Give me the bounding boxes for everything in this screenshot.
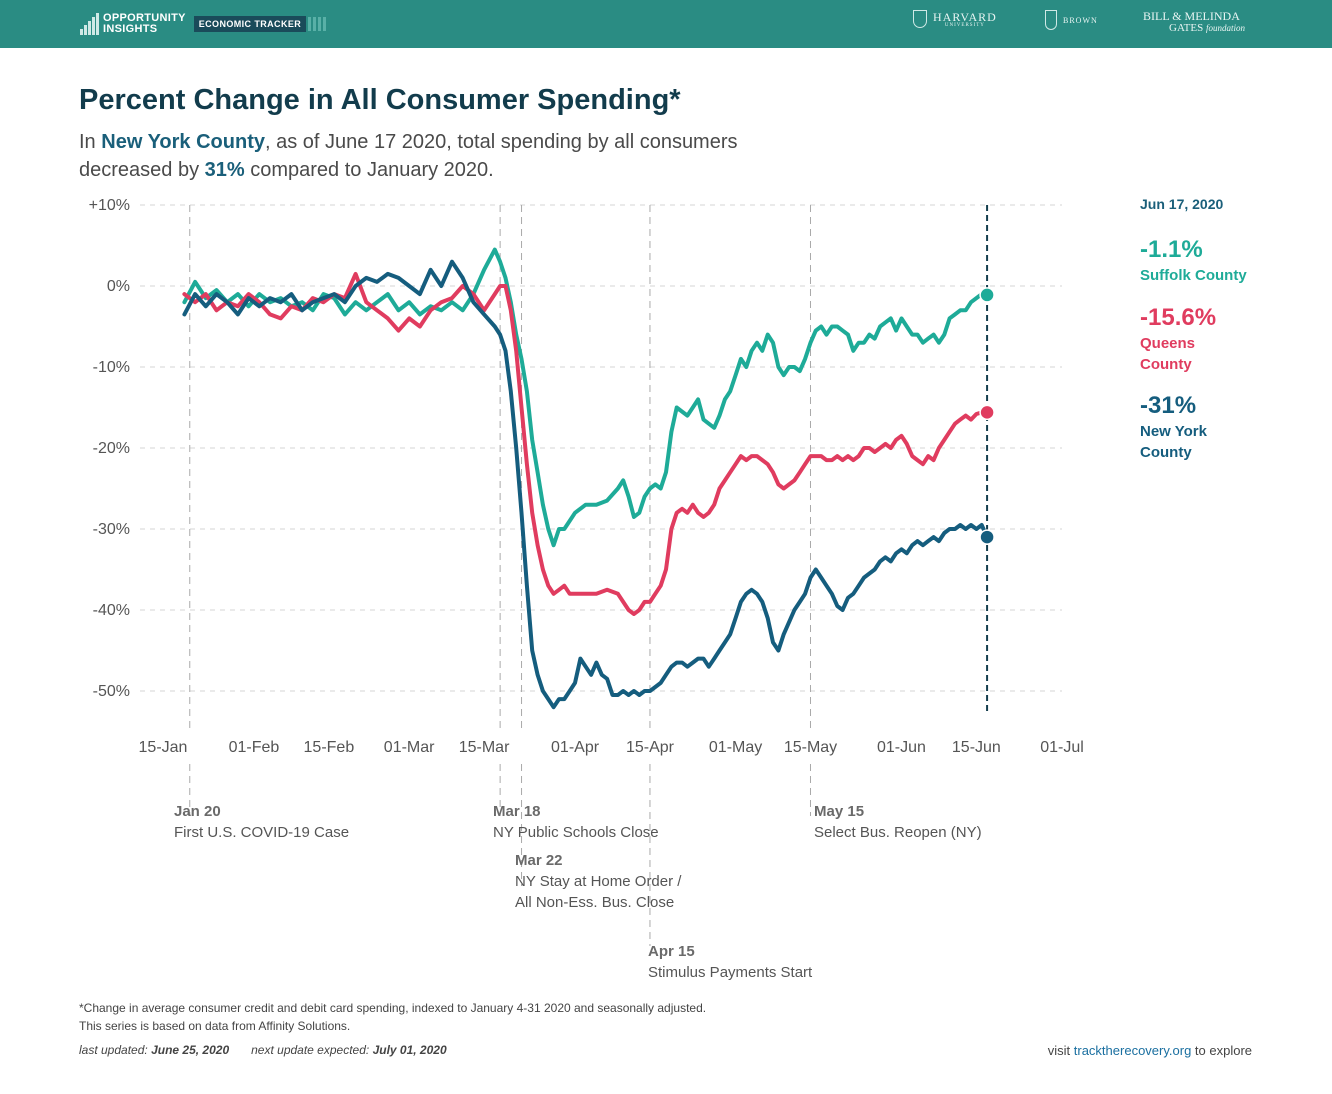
event-date: Apr 15 (648, 943, 695, 960)
x-tick-label: 01-Apr (551, 739, 600, 756)
series-end-dot-suffolk-county (979, 287, 995, 303)
y-tick-label: +10% (89, 197, 130, 214)
x-tick-label: 01-May (709, 739, 762, 756)
y-tick-label: -30% (93, 521, 130, 538)
brown-logo[interactable]: BROWN (1045, 10, 1098, 30)
event-label: Select Bus. Reopen (NY) (814, 824, 982, 841)
chart-title: Percent Change in All Consumer Spending* (79, 84, 681, 116)
x-tick-label: 01-Jul (1040, 739, 1084, 756)
subtitle-part-3: compared to January 2020. (244, 159, 494, 181)
x-tick-label: 01-Mar (384, 739, 435, 756)
event-annotation-may15: May 15 Select Bus. Reopen (NY) (814, 801, 982, 843)
x-tick-label: 15-Mar (459, 739, 510, 756)
harvard-logo[interactable]: HARVARD UNIVERSITY (913, 10, 997, 28)
top-banner: OPPORTUNITY INSIGHTS ECONOMIC TRACKER HA… (0, 0, 1332, 48)
harvard-name: HARVARD (933, 9, 997, 24)
visit-suffix: to explore (1191, 1043, 1252, 1058)
bar-logo-icon (80, 13, 99, 35)
footnote-line-1: *Change in average consumer credit and d… (79, 1001, 707, 1015)
event-annotation-mar22: Mar 22 NY Stay at Home Order / All Non-E… (515, 850, 681, 913)
event-annotation-jan20: Jan 20 First U.S. COVID-19 Case (174, 801, 349, 843)
side-item-name: Queens County (1140, 335, 1196, 373)
next-update-label: next update expected: (251, 1043, 373, 1057)
series-line-new-york-county (182, 259, 990, 710)
y-tick-label: -50% (93, 683, 130, 700)
series-line-suffolk-county (182, 247, 990, 548)
visit-prefix: visit (1047, 1043, 1074, 1058)
x-tick-label: 15-Feb (304, 739, 355, 756)
harvard-sub: UNIVERSITY (944, 22, 985, 28)
footnote: *Change in average consumer credit and d… (79, 999, 706, 1035)
x-tick-label: 15-Jun (952, 739, 1001, 756)
brand-line-1: OPPORTUNITY (103, 12, 186, 24)
event-date: Mar 18 (493, 803, 541, 820)
footnote-line-2: This series is based on data from Affini… (79, 1019, 351, 1033)
side-item-queens: -15.6% Queens County (1140, 303, 1220, 375)
event-date: May 15 (814, 803, 865, 820)
tracktherecovery-link[interactable]: tracktherecovery.org (1073, 1043, 1192, 1058)
event-label-line-2: All Non-Ess. Bus. Close (515, 894, 675, 911)
y-tick-label: -20% (93, 440, 130, 457)
chart-subtitle: In New York County, as of June 17 2020, … (79, 128, 799, 184)
side-item-new-york: -31% New York County (1140, 391, 1220, 463)
x-tick-label: 01-Feb (229, 739, 280, 756)
event-annotation-mar18: Mar 18 NY Public Schools Close (493, 801, 659, 843)
event-label: Stimulus Payments Start (648, 964, 813, 981)
series-end-dot-queens-county (979, 404, 995, 421)
side-panel-date: Jun 17, 2020 (1140, 196, 1224, 212)
last-updated-date: June 25, 2020 (151, 1043, 230, 1057)
event-date: Mar 22 (515, 852, 563, 869)
series-line-queens-county (182, 271, 990, 616)
side-item-suffolk: -1.1% Suffolk County (1140, 235, 1247, 286)
gates-line-2-suffix: foundation (1205, 23, 1245, 33)
series-end-dot-new-york-county (979, 529, 995, 545)
subtitle-part-1: In (79, 131, 102, 153)
y-tick-label: -10% (93, 359, 130, 376)
side-item-name: New York County (1140, 423, 1207, 461)
subtitle-county: New York County (101, 131, 265, 153)
update-info: last updated: June 25, 2020 next update e… (79, 1043, 447, 1057)
event-annotation-apr15: Apr 15 Stimulus Payments Start (648, 941, 812, 983)
side-item-value: -31% (1140, 392, 1197, 419)
side-item-name: Suffolk County (1140, 267, 1247, 284)
gates-line-1: BILL & MELINDA (1143, 9, 1240, 23)
event-label: First U.S. COVID-19 Case (174, 824, 350, 841)
brown-shield-icon (1045, 10, 1057, 30)
gates-line-2: GATES (1169, 22, 1204, 34)
side-item-value: -1.1% (1140, 236, 1203, 263)
x-tick-label: 15-Apr (626, 739, 675, 756)
opportunity-insights-logo[interactable]: OPPORTUNITY INSIGHTS ECONOMIC TRACKER (80, 10, 327, 38)
brown-name: BROWN (1063, 15, 1098, 25)
stripes-icon (308, 17, 327, 31)
next-update-date: July 01, 2020 (372, 1043, 447, 1057)
harvard-shield-icon (913, 10, 927, 28)
subtitle-percent: 31% (204, 159, 245, 181)
event-label-line-1: NY Stay at Home Order / (515, 873, 682, 890)
visit-text: visit tracktherecovery.org to explore (1048, 1043, 1252, 1058)
x-tick-label: 15-May (784, 739, 837, 756)
economic-tracker-badge: ECONOMIC TRACKER (193, 16, 307, 32)
y-tick-label: -40% (93, 602, 130, 619)
gates-foundation-logo[interactable]: BILL & MELINDA GATES foundation (1143, 10, 1245, 34)
y-tick-label: 0% (107, 278, 130, 295)
brand-line-2: INSIGHTS (103, 23, 158, 35)
spending-line-chart: +10% 0% -10% -20% -30% -40% -50% 15-Jan 01-Feb 15… (89, 197, 1084, 946)
event-date: Jan 20 (174, 803, 221, 820)
last-updated-label: last updated: (79, 1043, 152, 1057)
x-tick-label: 15-Jan (139, 739, 188, 756)
x-tick-label: 01-Jun (877, 739, 926, 756)
side-item-value: -15.6% (1140, 304, 1217, 331)
event-label: NY Public Schools Close (493, 824, 659, 841)
subtitle-part-2: , as of June 17 2020, total spending by … (79, 131, 738, 181)
